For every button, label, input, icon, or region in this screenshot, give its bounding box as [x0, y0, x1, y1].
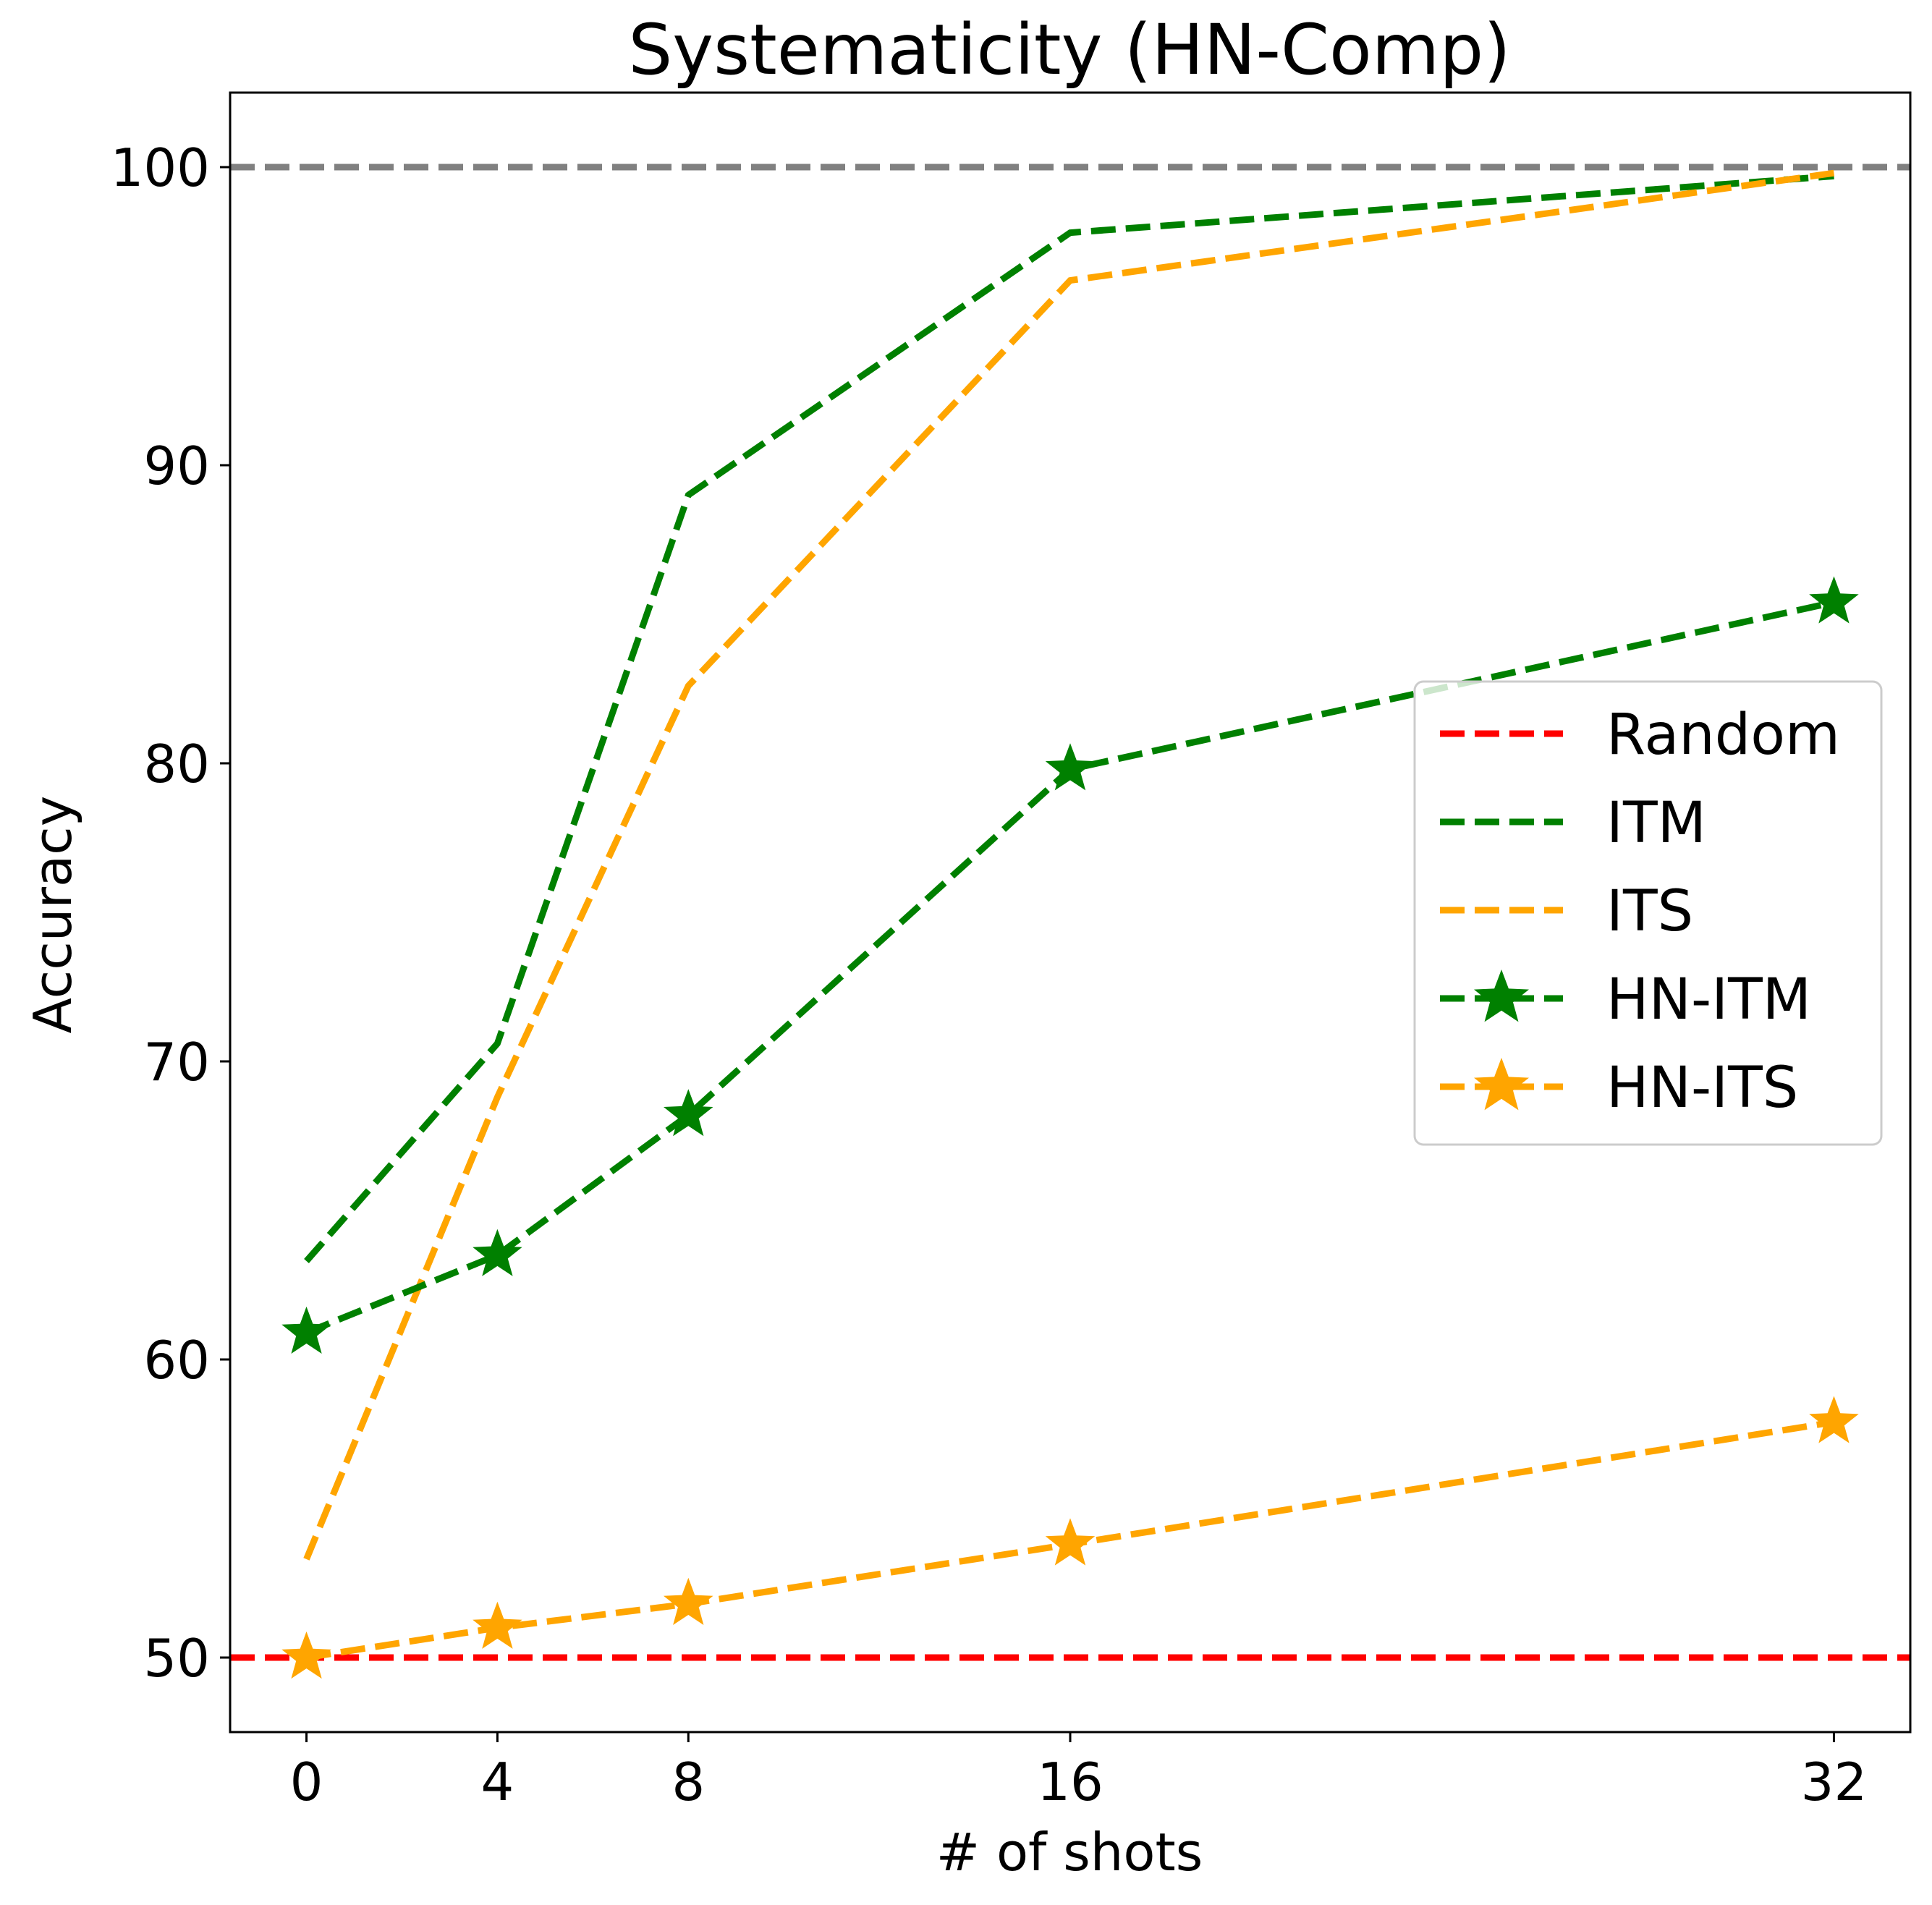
legend-label-itm: ITM	[1606, 791, 1706, 856]
series-point-hn-its	[664, 1577, 713, 1625]
chart-title: Systematicity (HN-Comp)	[628, 9, 1510, 90]
legend-marker-hn-itm	[1474, 970, 1529, 1022]
legend-label-hn-its: HN-ITS	[1606, 1056, 1798, 1121]
series-point-hn-its	[1045, 1518, 1096, 1566]
series-point-hn-its	[473, 1601, 522, 1649]
plot-area	[230, 164, 1910, 1679]
x-tick-label: 4	[481, 1752, 514, 1812]
series-line-hn-itm	[305, 599, 1835, 1336]
legend-label-random: Random	[1606, 703, 1840, 768]
series-point-hn-itm	[1045, 743, 1096, 791]
x-tick-label: 8	[671, 1752, 705, 1812]
legend-label-its: ITS	[1606, 879, 1693, 944]
y-tick-label: 50	[143, 1628, 210, 1689]
series-line-its	[303, 169, 1835, 1561]
y-tick-label: 60	[143, 1330, 210, 1391]
legend-box	[1413, 680, 1883, 1146]
plot-series-group	[230, 164, 1910, 1679]
series-point-hn-itm	[281, 1306, 331, 1354]
series-line-itm	[304, 172, 1834, 1263]
y-tick-label: 80	[143, 734, 210, 794]
y-tick-label: 70	[143, 1032, 210, 1092]
x-tick-label: 16	[1037, 1752, 1103, 1812]
series-point-hn-itm	[664, 1089, 713, 1137]
legend-label-hn-itm: HN-ITM	[1606, 967, 1811, 1032]
y-tick-label: 90	[143, 436, 210, 496]
x-tick-label: 32	[1801, 1752, 1868, 1812]
series-point-hn-itm	[473, 1229, 522, 1276]
series-point-hn-itm	[1809, 576, 1859, 624]
y-axis-label: Accuracy	[22, 796, 83, 1034]
legend: Random ITM ITS HN-ITM HN-ITS	[1413, 680, 1883, 1146]
x-axis-label: # of shots	[936, 1822, 1203, 1883]
series-point-hn-its	[1809, 1396, 1859, 1443]
axis-ticks: 0 4 8 16 32 50 60 70 80 90 100	[111, 137, 1868, 1812]
legend-marker-hn-its	[1474, 1058, 1529, 1111]
y-tick-label: 100	[111, 137, 210, 198]
series-point-hn-its	[281, 1632, 331, 1679]
x-tick-label: 0	[290, 1752, 323, 1812]
